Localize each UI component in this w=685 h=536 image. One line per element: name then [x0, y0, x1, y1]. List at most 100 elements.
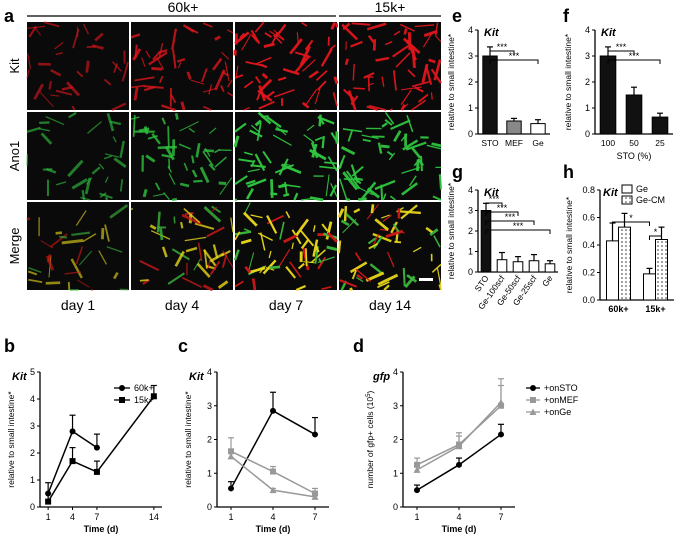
cell-process: [145, 50, 151, 58]
h-bar-1-0: [643, 273, 656, 301]
b-point: [69, 428, 76, 435]
cell-process: [222, 250, 234, 268]
cell-process: [306, 124, 315, 131]
c-y-tick-label: 1: [207, 468, 212, 478]
cell-process: [156, 211, 161, 233]
cell-process: [119, 140, 125, 159]
g-sig-label: ***: [505, 212, 516, 222]
cell-process: [167, 126, 170, 148]
cell-process: [224, 61, 230, 82]
cell-process: [438, 284, 442, 290]
cell-process: [296, 32, 299, 43]
c-x-tick-label: 1: [228, 512, 233, 522]
cell-process: [388, 152, 396, 161]
h-bar-0-0: [606, 240, 619, 301]
e-sig-bracket: [489, 50, 515, 55]
cell-process: [242, 211, 258, 227]
cell-process: [186, 71, 192, 80]
f-sig-label: ***: [629, 51, 640, 61]
cell-process: [314, 244, 320, 253]
cell-process: [87, 121, 102, 134]
cell-process: [295, 218, 309, 237]
cell-process: [61, 239, 84, 245]
cell-process: [99, 192, 113, 199]
cell-process: [195, 143, 201, 158]
f-y-tick-label: 0: [585, 129, 590, 139]
cell-process: [429, 228, 439, 236]
cell-process: [321, 223, 329, 232]
micro-tile-merge-1: [130, 202, 234, 292]
cell-process: [171, 197, 178, 202]
cell-process: [54, 41, 64, 50]
cell-process: [94, 32, 104, 42]
cell-process: [234, 74, 244, 79]
cell-process: [270, 31, 279, 47]
cell-process: [66, 81, 81, 97]
d-y-label-sup: 5: [366, 393, 372, 397]
h-bar-1-1: [655, 239, 668, 301]
cell-process: [33, 83, 44, 100]
cell-process: [27, 53, 32, 69]
cell-process: [182, 277, 203, 288]
cell-process: [272, 134, 292, 146]
cell-process: [250, 124, 261, 134]
g-bar-0: [480, 210, 492, 273]
cell-process: [152, 193, 166, 197]
cell-process: [405, 141, 427, 151]
c-point: [270, 468, 276, 475]
cell-process: [308, 70, 319, 79]
cell-process: [43, 21, 60, 28]
cell-process: [91, 44, 104, 50]
cell-process: [266, 116, 282, 129]
cell-process: [392, 45, 409, 58]
cell-process: [400, 89, 412, 105]
cell-process: [212, 244, 219, 259]
cell-process: [347, 90, 357, 111]
cell-process: [275, 126, 287, 136]
cell-process: [382, 193, 387, 201]
cell-process: [298, 228, 315, 247]
tile-bg: [235, 22, 337, 110]
cell-process: [345, 197, 351, 202]
f-x-tick-label-2: 25: [655, 138, 665, 148]
e-bar-0: [482, 55, 498, 135]
cell-process: [343, 206, 348, 222]
cell-process: [389, 108, 393, 111]
d-x-label: Time (d): [442, 524, 477, 534]
cell-process: [367, 82, 374, 87]
d-y-tick-label: 1: [393, 468, 398, 478]
cell-process: [243, 107, 251, 111]
d-point: [456, 461, 462, 468]
cell-process: [324, 161, 338, 165]
cell-process: [155, 182, 161, 191]
cell-process: [151, 132, 161, 145]
cell-process: [234, 198, 238, 201]
cell-process: [214, 35, 221, 41]
cell-process: [233, 249, 240, 261]
g-sig-bracket: [485, 229, 551, 234]
cell-process: [226, 29, 234, 34]
chart-c: 0 1 2 3 4 1 4 7 Time (d) relative to small intest…: [183, 367, 329, 534]
cell-process: [238, 158, 255, 163]
cell-process: [188, 127, 196, 133]
cell-process: [193, 179, 203, 183]
cell-process: [113, 157, 127, 169]
cell-process: [291, 242, 294, 250]
cell-process: [209, 260, 221, 276]
cell-process: [179, 121, 199, 132]
b-x-label: Time (d): [84, 524, 119, 534]
b-point: [45, 498, 52, 505]
cell-process: [159, 228, 164, 241]
e-sig-label: ***: [497, 42, 508, 52]
cell-process: [202, 150, 214, 167]
cell-process: [275, 127, 289, 133]
cell-process: [338, 154, 346, 170]
cell-process: [71, 178, 88, 190]
cell-process: [438, 174, 443, 190]
cell-process: [370, 204, 375, 214]
b-y-tick-label: 2: [30, 448, 35, 458]
b-y-tick-label: 5: [30, 367, 35, 377]
chart-e: 0 1 2 3 4 relative to small intestine* Kit STO M…: [446, 25, 550, 148]
cell-process: [309, 148, 327, 161]
d-x-tick-label: 4: [456, 512, 461, 522]
